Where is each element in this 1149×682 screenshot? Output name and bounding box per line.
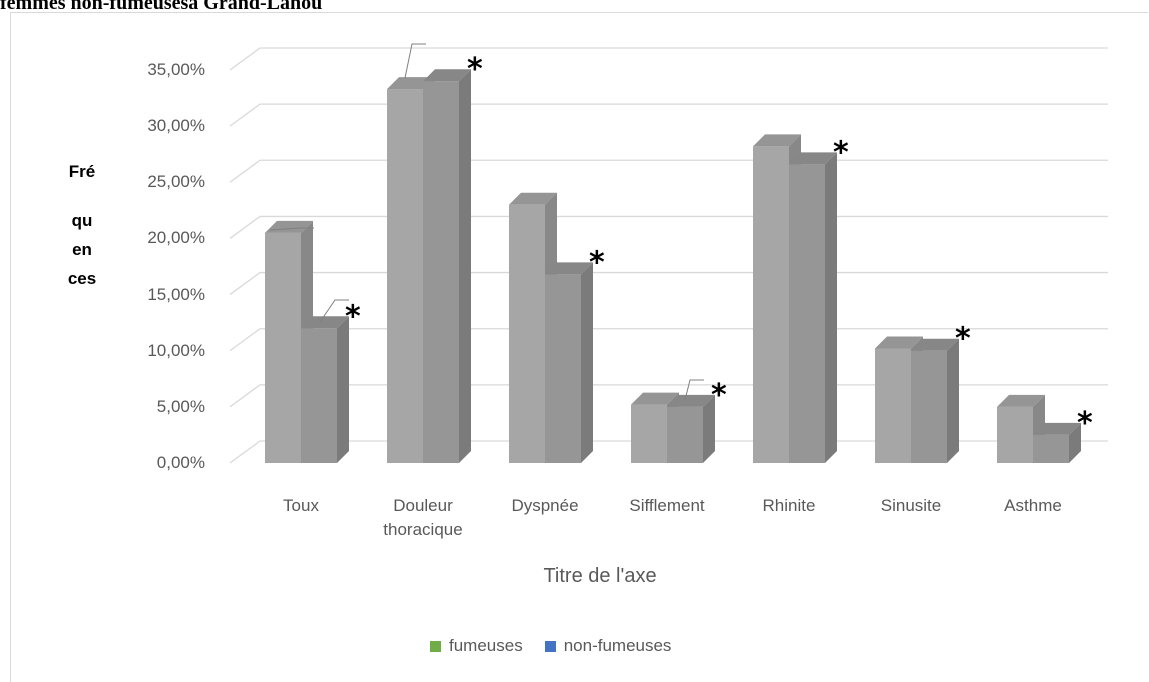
bar-top-fumeuses [631,392,679,405]
bar-side-non-fumeuses [459,69,471,463]
bar-top-non-fumeuses [789,152,837,165]
legend-swatch-fumeuses [430,640,441,652]
x-tick-label-line: Toux [283,496,319,515]
x-tick-label-line: Douleur [393,496,453,515]
bar-non-fumeuses [667,406,703,463]
significance-mark: * [711,378,727,413]
x-tick-label-line: Rhinite [762,496,816,515]
x-tick-label: Douleur thoracique [363,494,483,542]
y-tick-label: 15,00% [147,284,205,304]
bar-fumeuses [753,146,789,463]
x-tick-label-line: thoracique [383,520,463,539]
legend-label: non-fumeuses [563,636,672,655]
bar-fumeuses [387,89,423,464]
bar-non-fumeuses [1033,434,1069,463]
bar-top-non-fumeuses [1033,422,1081,435]
bar-side-non-fumeuses [703,394,715,463]
bar-top-non-fumeuses [301,316,349,329]
y-axis-label-line: Fré [68,162,96,181]
leader-line [684,379,704,401]
significance-mark: * [345,299,361,334]
gridline [229,328,1108,352]
x-tick-label-line: Sifflement [629,496,705,515]
legend-item-fumeuses: fumeuses [430,636,523,656]
y-axis-label-line: ces [67,269,97,288]
bar-fumeuses [631,404,667,463]
gridline [229,271,1108,296]
gridline [229,215,1108,239]
gridline [229,103,1108,127]
bar-top-fumeuses [753,134,801,147]
x-tick-label: Sinusite [851,494,971,518]
bar-top-non-fumeuses [423,69,471,82]
significance-mark: * [467,52,483,87]
x-tick-label-line: Dyspnée [511,496,579,515]
x-tick-label: Rhinite [729,494,849,518]
x-tick-label: Asthme [973,494,1093,518]
significance-mark: * [955,322,971,357]
bar-top-fumeuses [875,336,923,349]
bar-non-fumeuses [911,350,947,463]
significance-mark: * [589,245,605,280]
y-tick-label: 5,00% [156,396,205,416]
page-title: femmes non-fumeusesà Grand-Lahou [0,0,323,14]
bar-non-fumeuses [423,81,459,463]
bar-top-fumeuses [997,394,1045,407]
bar-top-non-fumeuses [911,338,959,351]
x-tick-label: Toux [241,494,361,518]
y-tick-label: 35,00% [147,60,205,79]
x-tick-label: Sifflement [607,494,727,518]
leader-line [269,227,314,231]
bar-fumeuses [997,406,1033,463]
significance-mark: * [1077,406,1093,441]
bar-side-non-fumeuses [1069,422,1081,463]
legend-label: fumeuses [449,636,523,655]
bar-fumeuses [875,348,911,463]
y-tick-label: 0,00% [156,453,205,472]
significance-marks: * * * * * * * [345,52,1093,441]
bar-non-fumeuses [301,328,337,463]
significance-mark: * [833,135,849,170]
gridline [229,47,1108,71]
bar-fumeuses [509,204,545,463]
leader-lines [269,43,704,401]
bar-non-fumeuses [789,164,825,463]
leader-line [319,299,349,323]
y-tick-label: 25,00% [147,172,205,192]
bar-side-non-fumeuses [581,262,593,463]
bar-non-fumeuses [545,274,581,463]
gridline [229,159,1108,183]
bar-side-non-fumeuses [825,152,837,463]
chart-frame [10,12,1148,682]
bar-top-non-fumeuses [545,262,593,275]
y-axis-label-line: qu [71,211,93,230]
legend: fumeuses non-fumeuses [430,636,693,656]
bar-side-non-fumeuses [337,316,349,463]
bars [265,69,1081,464]
bar-side-non-fumeuses [947,338,959,463]
bar-top-non-fumeuses [667,394,715,407]
leader-line [404,43,426,79]
y-tick-label: 20,00% [147,228,205,248]
x-tick-label-line: Asthme [1004,496,1062,515]
legend-swatch-non-fumeuses [544,640,556,652]
y-tick-label: 30,00% [147,116,205,136]
x-tick-label: Dyspnée [485,494,605,518]
x-axis-label: Titre de l'axe [543,565,657,587]
legend-item-non-fumeuses: non-fumeuses [544,636,672,656]
bar-fumeuses [265,232,301,463]
x-tick-label-line: Sinusite [880,496,942,515]
bar-top-fumeuses [509,192,557,205]
y-axis-label-line: en [72,240,92,259]
y-tick-label: 10,00% [147,340,205,360]
